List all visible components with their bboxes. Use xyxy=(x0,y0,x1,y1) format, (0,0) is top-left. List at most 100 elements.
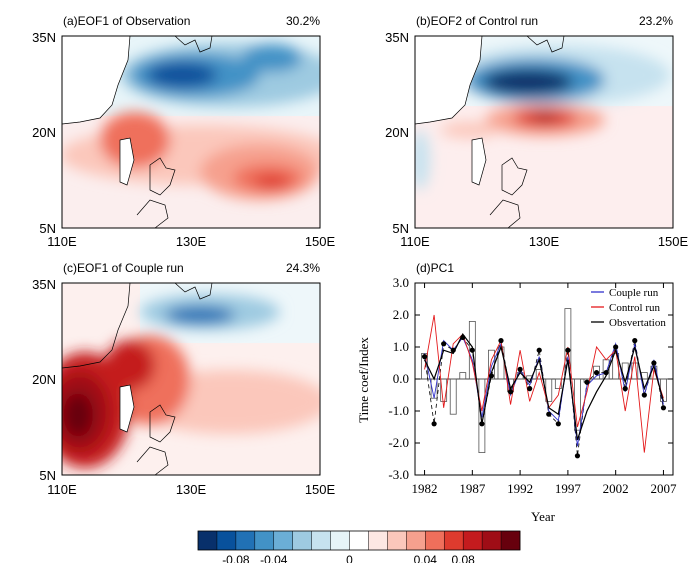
pc1-dot xyxy=(421,354,428,360)
pc1-dot xyxy=(641,392,647,398)
pc1-dot xyxy=(517,366,523,372)
pc1-dot xyxy=(431,421,437,427)
pc1-dot xyxy=(613,344,619,350)
panel-c-lat-label: 35N xyxy=(32,277,56,292)
colorbar-frame xyxy=(197,530,521,551)
panel-a-lat-label: 35N xyxy=(32,30,56,45)
panel-c-lon-label: 150E xyxy=(305,482,336,497)
pc1-dot xyxy=(441,341,447,347)
panel-c-map xyxy=(61,282,321,476)
panel-b-lon-label: 150E xyxy=(658,234,689,249)
pc1-y-tick-label: -2.0 xyxy=(388,435,409,450)
pc1-plot-area: 1982 1987 1992 1997 2002 2007 3.0 2.0 1.0 0.0 -1.0… xyxy=(388,275,677,496)
panel-b-title: (b)EOF2 of Control run xyxy=(416,14,538,28)
pc1-dot xyxy=(651,360,657,366)
pc1-dot xyxy=(536,347,542,353)
pc1-dot xyxy=(479,421,485,427)
panel-a-lat-label: 5N xyxy=(39,221,56,236)
pc1-dot xyxy=(507,389,514,395)
pc1-y-tick-label: 0.0 xyxy=(393,371,409,386)
pc1-series-line xyxy=(424,333,665,440)
pc1-dot xyxy=(498,338,504,344)
pc1-dot xyxy=(565,347,571,353)
colorbar-label: 0.04 xyxy=(414,553,438,563)
colorbar-swatch xyxy=(368,531,388,550)
panel-a-title: (a)EOF1 of Observation xyxy=(63,14,190,28)
pc1-legend-label: Control run xyxy=(609,302,661,314)
pc1-bar xyxy=(478,378,486,453)
pc1-x-tick-label: 2002 xyxy=(603,481,629,496)
colorbar-swatch xyxy=(311,531,331,550)
panel-b-lon-label: 110E xyxy=(400,234,430,249)
panel-b-lon-label: 130E xyxy=(529,234,560,249)
pc1-dot xyxy=(660,405,667,411)
pc1-dot xyxy=(574,453,581,459)
panel-a-lon-label: 130E xyxy=(176,234,207,249)
panel-b-lat-label: 5N xyxy=(392,221,409,236)
pc1-x-tick-label: 1982 xyxy=(412,481,438,496)
colorbar-swatch xyxy=(235,531,256,550)
pc1-bar xyxy=(554,378,562,390)
colorbar-swatch xyxy=(425,531,445,550)
pc1-dot xyxy=(488,373,495,379)
panel-a-percent: 30.2% xyxy=(286,14,320,28)
pc1-dot xyxy=(460,334,466,340)
colorbar-swatch xyxy=(482,531,502,550)
panel-c-title: (c)EOF1 of Couple run xyxy=(63,261,184,275)
panel-c-lat-label: 20N xyxy=(32,372,56,387)
pc1-y-tick-label: -1.0 xyxy=(388,403,409,418)
pc1-legend-label: Obsvertation xyxy=(609,317,666,329)
panel-a-lon-label: 150E xyxy=(305,234,336,249)
pc1-x-tick-label: 1987 xyxy=(459,481,486,496)
pc1-bar xyxy=(631,362,639,380)
colorbar-swatch xyxy=(254,531,275,550)
colorbar-swatch xyxy=(198,531,218,550)
colorbar-swatch xyxy=(387,531,407,550)
colorbar-swatch xyxy=(406,531,426,550)
pc1-dot xyxy=(450,347,456,353)
pc1-y-tick-label: -3.0 xyxy=(388,467,409,482)
pc1-y-tick-label: 3.0 xyxy=(393,275,409,290)
colorbar-swatch xyxy=(273,531,294,550)
colorbar-swatch xyxy=(349,531,369,550)
panel-c-lon-label: 110E xyxy=(47,482,77,497)
panel-b-percent: 23.2% xyxy=(639,14,673,28)
pc1-dot xyxy=(593,370,600,376)
colorbar: -0.08 -0.04 0 0.04 0.08 xyxy=(197,530,521,563)
pc1-dot xyxy=(546,411,552,417)
colorbar-label: -0.04 xyxy=(260,553,288,563)
colorbar-label: 0 xyxy=(346,553,353,563)
panel-c-percent: 24.3% xyxy=(286,261,320,275)
colorbar-label: 0.08 xyxy=(451,553,475,563)
map-axis-labels: 35N 20N 5N 110E 130E 150E 35N 20N 5N 110… xyxy=(32,30,688,497)
pc1-x-tick-label: 1992 xyxy=(507,481,533,496)
panel-c-lon-label: 130E xyxy=(176,482,207,497)
panel-b-map xyxy=(414,35,674,229)
pc1-y-tick-label: 2.0 xyxy=(393,307,409,322)
colorbar-swatch xyxy=(292,531,312,550)
pc1-dot xyxy=(622,386,628,392)
panel-a-lon-label: 110E xyxy=(47,234,77,249)
pc1-bar xyxy=(593,365,600,380)
panel-a-map xyxy=(61,35,321,229)
pc1-bar xyxy=(612,352,620,380)
pc1-x-tick-label: 2007 xyxy=(650,481,677,496)
pc1-y-tick-label: 1.0 xyxy=(393,339,409,354)
pc1-y-axis-label: Time coef/Index xyxy=(356,337,371,423)
panel-c-lat-label: 5N xyxy=(39,468,56,483)
colorbar-swatch xyxy=(444,531,464,550)
pc1-dot xyxy=(527,386,533,392)
colorbar-label: -0.08 xyxy=(222,553,250,563)
pc1-dot xyxy=(584,379,590,385)
panel-a-lat-label: 20N xyxy=(32,125,56,140)
colorbar-swatch xyxy=(463,531,483,550)
pc1-dot xyxy=(603,370,609,376)
panel-d-title: (d)PC1 xyxy=(416,261,454,275)
pc1-bar xyxy=(459,372,467,380)
panel-b-lat-label: 35N xyxy=(385,30,409,45)
pc1-dot xyxy=(632,338,638,344)
colorbar-swatch xyxy=(216,531,237,550)
pc1-legend: Couple run Control run Obsvertation xyxy=(591,287,666,329)
pc1-dot xyxy=(555,421,561,427)
pc1-dot xyxy=(469,347,475,353)
